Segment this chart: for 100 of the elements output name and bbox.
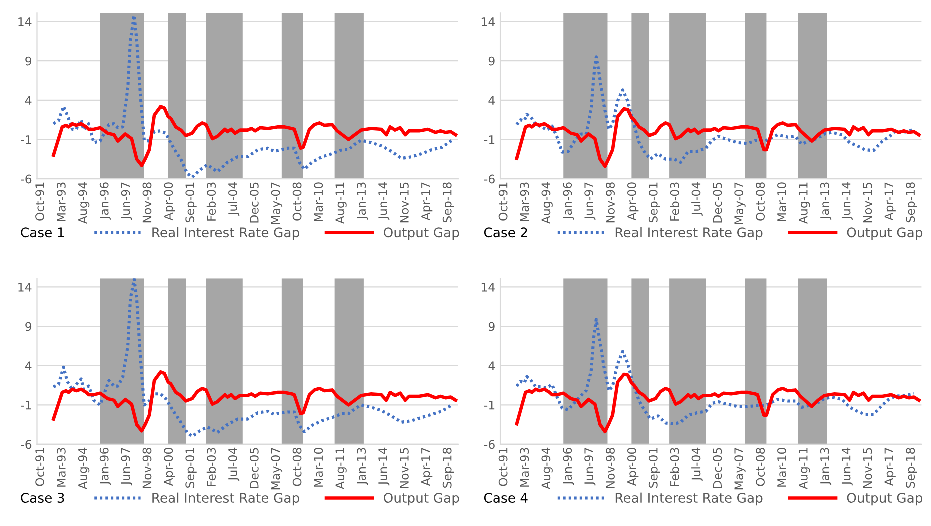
y-tick-label: -1 [21,136,32,144]
line-series [52,105,458,168]
x-tick-label: May-07 [734,448,746,490]
x-tick-label: Aug-94 [542,182,553,224]
y-tick-label: 14 [18,283,32,292]
x-tick-label: Nov-98 [606,448,615,488]
x-tick-label: Jan-96 [563,182,574,220]
x-tick-label: Mar-10 [314,448,324,487]
x-tick-label: Oct-08 [292,182,302,221]
x-tick-label: Feb-03 [670,182,680,221]
legend-label: Real Interest Rate Gap [616,492,763,506]
x-tick-label: Jan-96 [100,182,112,220]
y-tick-label: -6 [484,440,495,450]
text: Case 2 [484,228,528,238]
x-tick-label: Jun-14 [378,448,390,486]
legend-label: Real Interest Rate Gap [152,227,300,240]
x-tick-label: Jan-13 [820,182,832,220]
y-tick-label: -1 [21,401,32,410]
x-tick-label: Mar-93 [56,448,66,487]
x-tick-label: Apr-17 [422,182,433,221]
line-series [515,107,921,168]
x-tick-label: Sep-18 [906,182,918,223]
x-tick-label: Feb-03 [206,448,216,486]
x-tick-label: Feb-03 [670,448,680,486]
y-tick-label: 14 [18,18,32,26]
x-tick-label: Jun-97 [584,182,596,220]
x-tick-label: Oct-08 [756,448,766,486]
x-tick-label: Mar-10 [314,182,324,222]
x-tick-label: Jun-14 [842,448,853,486]
x-tick-label: Aug-11 [336,448,347,490]
x-tick-label: Jun-97 [121,182,132,220]
y-tick-label: 9 [26,56,32,66]
x-tick-label: Aug-94 [78,182,90,224]
x-tick-label: Sep-01 [648,448,660,488]
y-tick-label: 9 [488,56,495,66]
x-tick-label: May-07 [271,182,283,224]
x-tick-label: Mar-93 [56,182,66,222]
y-tick-label: -6 [484,174,495,184]
x-tick-label: Jan-13 [820,448,832,486]
x-tick-label: Jun-97 [584,448,596,486]
x-tick-label: Oct-08 [292,448,302,486]
y-tick-label: 14 [482,283,495,292]
x-tick-label: Mar-10 [777,448,786,487]
x-tick-label: Aug-11 [799,182,810,224]
x-tick-label: Jun-97 [121,448,132,486]
x-tick-label: Jul-04 [228,448,240,482]
x-tick-label: Dec-05 [713,182,722,223]
x-tick-label: Apr-00 [627,182,639,221]
y-tick-label: 4 [488,362,495,370]
x-tick-label: Feb-03 [206,182,216,221]
y-tick-label: -1 [484,136,495,144]
text: Case 1 [21,228,64,238]
x-tick-label: Jul-04 [692,182,703,216]
x-tick-label: Sep-18 [442,182,454,223]
y-tick-label: -6 [21,174,32,184]
line-series [515,372,921,434]
x-tick-label: Nov-98 [142,448,152,488]
x-tick-label: Aug-11 [799,448,810,490]
x-tick-label: Sep-18 [906,448,918,488]
legend-label: Output Gap [847,493,923,506]
x-tick-label: Nov-98 [142,182,152,223]
line-series [515,318,916,426]
y-tick-label: 14 [482,18,495,26]
text: Case 4 [484,493,528,504]
x-tick-label: Mar-93 [520,448,530,487]
x-tick-label: Sep-18 [442,448,454,488]
x-tick-label: Oct-91 [498,182,508,221]
x-tick-label: Nov-98 [606,182,615,223]
legend-label: Real Interest Rate Gap [152,492,300,506]
legend-label: Output Gap [847,228,923,240]
x-tick-label: Jan-13 [357,448,368,486]
x-tick-label: Jun-14 [378,182,390,220]
x-tick-label: Aug-94 [78,448,90,490]
y-tick-label: 4 [25,96,32,105]
legend-label: Real Interest Rate Gap [616,227,763,240]
x-tick-label: Jan-96 [100,448,112,486]
x-tick-label: Dec-05 [250,448,259,488]
text: Case 3 [21,493,64,504]
legend-label: Output Gap [384,228,460,240]
y-tick-label: -1 [484,401,495,410]
x-tick-label: Oct-91 [36,448,44,486]
x-tick-label: Aug-11 [336,182,347,224]
x-tick-label: Oct-91 [498,448,508,486]
x-tick-label: Aug-94 [542,448,553,490]
x-tick-label: Jul-04 [228,182,240,216]
x-tick-label: Jan-13 [357,182,368,220]
x-tick-label: Jun-14 [842,182,853,220]
y-tick-label: 4 [25,362,32,370]
x-tick-label: Nov-15 [863,182,872,223]
x-tick-label: Oct-91 [36,182,44,221]
line-series [52,370,458,433]
x-tick-label: Apr-00 [164,448,176,486]
x-tick-label: May-07 [734,182,746,224]
x-tick-label: Sep-01 [648,182,660,223]
y-tick-label: 9 [488,322,495,332]
y-tick-label: 9 [26,322,32,332]
x-tick-label: Nov-15 [400,182,409,223]
x-tick-label: Apr-17 [884,182,896,221]
line-series [52,278,454,438]
x-tick-label: Apr-17 [422,448,433,486]
